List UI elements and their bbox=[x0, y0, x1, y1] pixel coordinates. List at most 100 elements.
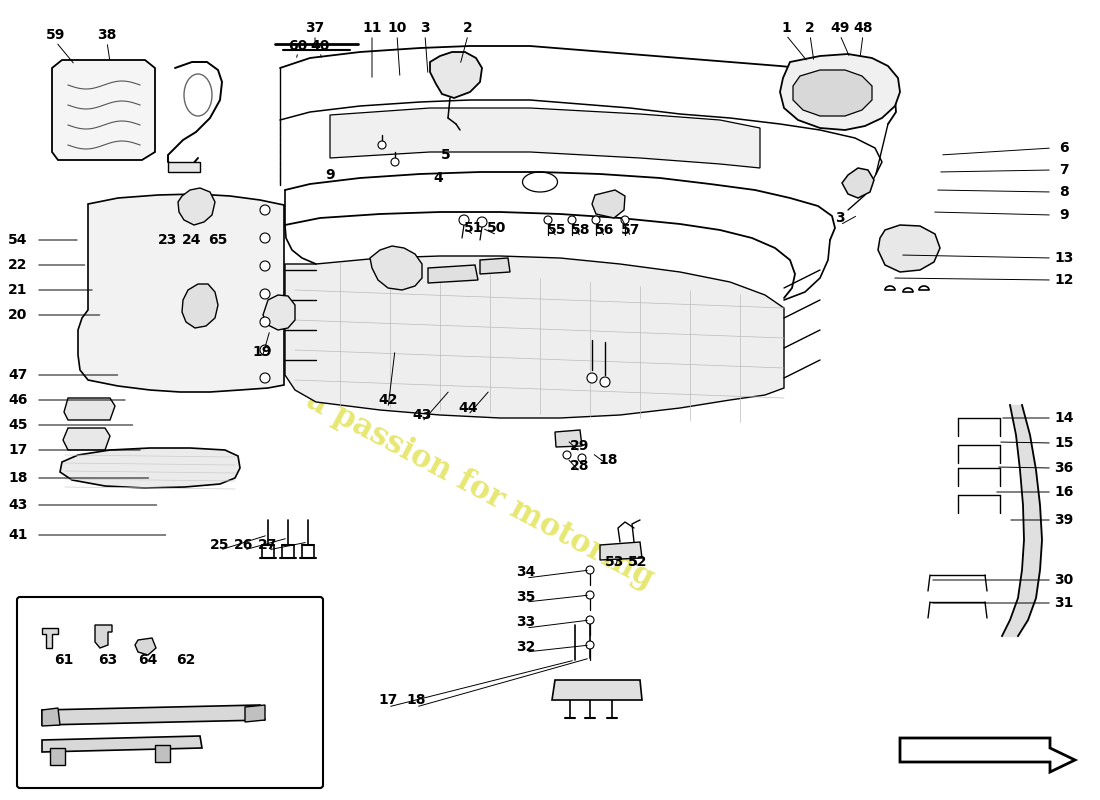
Text: 30: 30 bbox=[1055, 573, 1074, 587]
Text: 41: 41 bbox=[9, 528, 28, 542]
Polygon shape bbox=[900, 738, 1075, 772]
Polygon shape bbox=[480, 258, 510, 274]
Text: 53: 53 bbox=[605, 555, 625, 569]
Circle shape bbox=[260, 261, 270, 271]
Polygon shape bbox=[50, 748, 65, 765]
Text: 13: 13 bbox=[1054, 251, 1074, 265]
Text: 42: 42 bbox=[378, 393, 398, 407]
Text: 48: 48 bbox=[854, 21, 872, 35]
Text: 18: 18 bbox=[406, 693, 426, 707]
Polygon shape bbox=[63, 428, 110, 450]
Circle shape bbox=[586, 591, 594, 599]
Text: 15: 15 bbox=[1054, 436, 1074, 450]
Text: 10: 10 bbox=[387, 21, 407, 35]
Text: 29: 29 bbox=[570, 439, 590, 453]
Text: 64: 64 bbox=[139, 653, 157, 667]
Polygon shape bbox=[285, 256, 784, 418]
Polygon shape bbox=[878, 225, 940, 272]
Text: 5: 5 bbox=[441, 148, 451, 162]
Polygon shape bbox=[842, 168, 874, 198]
Text: 26: 26 bbox=[234, 538, 254, 552]
Text: 2: 2 bbox=[805, 21, 815, 35]
Text: 27: 27 bbox=[258, 538, 277, 552]
Text: 4: 4 bbox=[433, 171, 443, 185]
Polygon shape bbox=[168, 162, 200, 172]
Polygon shape bbox=[60, 448, 240, 488]
Circle shape bbox=[459, 215, 469, 225]
Polygon shape bbox=[263, 295, 295, 330]
Circle shape bbox=[568, 216, 576, 224]
Text: 28: 28 bbox=[570, 459, 590, 473]
Text: 31: 31 bbox=[1054, 596, 1074, 610]
Text: 40: 40 bbox=[310, 39, 330, 53]
Text: 55: 55 bbox=[548, 223, 566, 237]
Text: 39: 39 bbox=[1055, 513, 1074, 527]
Polygon shape bbox=[430, 52, 482, 98]
Text: 60: 60 bbox=[288, 39, 308, 53]
Circle shape bbox=[600, 377, 610, 387]
Text: a passion for motoring: a passion for motoring bbox=[301, 385, 659, 595]
Circle shape bbox=[621, 216, 629, 224]
Text: 7: 7 bbox=[1059, 163, 1069, 177]
Text: 62: 62 bbox=[176, 653, 196, 667]
Text: 51: 51 bbox=[464, 221, 484, 235]
Circle shape bbox=[563, 451, 571, 459]
Text: 1: 1 bbox=[781, 21, 791, 35]
Text: 47: 47 bbox=[9, 368, 28, 382]
Circle shape bbox=[477, 217, 487, 227]
Polygon shape bbox=[42, 736, 202, 752]
Polygon shape bbox=[793, 70, 872, 116]
Text: 34: 34 bbox=[516, 565, 536, 579]
Circle shape bbox=[586, 616, 594, 624]
Polygon shape bbox=[592, 190, 625, 218]
Text: 46: 46 bbox=[9, 393, 28, 407]
Polygon shape bbox=[52, 60, 155, 160]
Text: 37: 37 bbox=[306, 21, 324, 35]
Circle shape bbox=[260, 317, 270, 327]
Circle shape bbox=[260, 205, 270, 215]
Polygon shape bbox=[182, 284, 218, 328]
Polygon shape bbox=[428, 265, 478, 283]
Text: 2: 2 bbox=[463, 21, 473, 35]
Text: 54: 54 bbox=[9, 233, 28, 247]
Text: 16: 16 bbox=[1054, 485, 1074, 499]
Polygon shape bbox=[42, 705, 265, 725]
Polygon shape bbox=[178, 188, 215, 225]
Text: 25: 25 bbox=[210, 538, 230, 552]
Circle shape bbox=[378, 141, 386, 149]
Text: 9: 9 bbox=[1059, 208, 1069, 222]
Polygon shape bbox=[780, 54, 900, 130]
Circle shape bbox=[578, 454, 586, 462]
Text: 3: 3 bbox=[835, 211, 845, 225]
Polygon shape bbox=[78, 194, 284, 392]
Text: 49: 49 bbox=[830, 21, 849, 35]
Circle shape bbox=[260, 373, 270, 383]
Text: 59: 59 bbox=[46, 28, 66, 42]
Text: 11: 11 bbox=[362, 21, 382, 35]
Text: 57: 57 bbox=[621, 223, 640, 237]
Text: 52: 52 bbox=[628, 555, 648, 569]
Text: 3: 3 bbox=[420, 21, 430, 35]
Polygon shape bbox=[135, 638, 156, 655]
Text: 18: 18 bbox=[598, 453, 618, 467]
Text: 50: 50 bbox=[487, 221, 507, 235]
Text: 23: 23 bbox=[158, 233, 178, 247]
Text: 17: 17 bbox=[378, 693, 398, 707]
Text: 9: 9 bbox=[326, 168, 334, 182]
Text: 17: 17 bbox=[9, 443, 28, 457]
Circle shape bbox=[544, 216, 552, 224]
Text: 61: 61 bbox=[54, 653, 74, 667]
Polygon shape bbox=[370, 246, 422, 290]
Text: 45: 45 bbox=[9, 418, 28, 432]
Polygon shape bbox=[552, 680, 642, 700]
Circle shape bbox=[260, 233, 270, 243]
Text: 6: 6 bbox=[1059, 141, 1069, 155]
Text: 35: 35 bbox=[516, 590, 536, 604]
Circle shape bbox=[587, 373, 597, 383]
Text: 20: 20 bbox=[9, 308, 28, 322]
Text: 36: 36 bbox=[1055, 461, 1074, 475]
Text: 22: 22 bbox=[9, 258, 28, 272]
Text: 56: 56 bbox=[595, 223, 615, 237]
Circle shape bbox=[260, 345, 270, 355]
Circle shape bbox=[260, 289, 270, 299]
